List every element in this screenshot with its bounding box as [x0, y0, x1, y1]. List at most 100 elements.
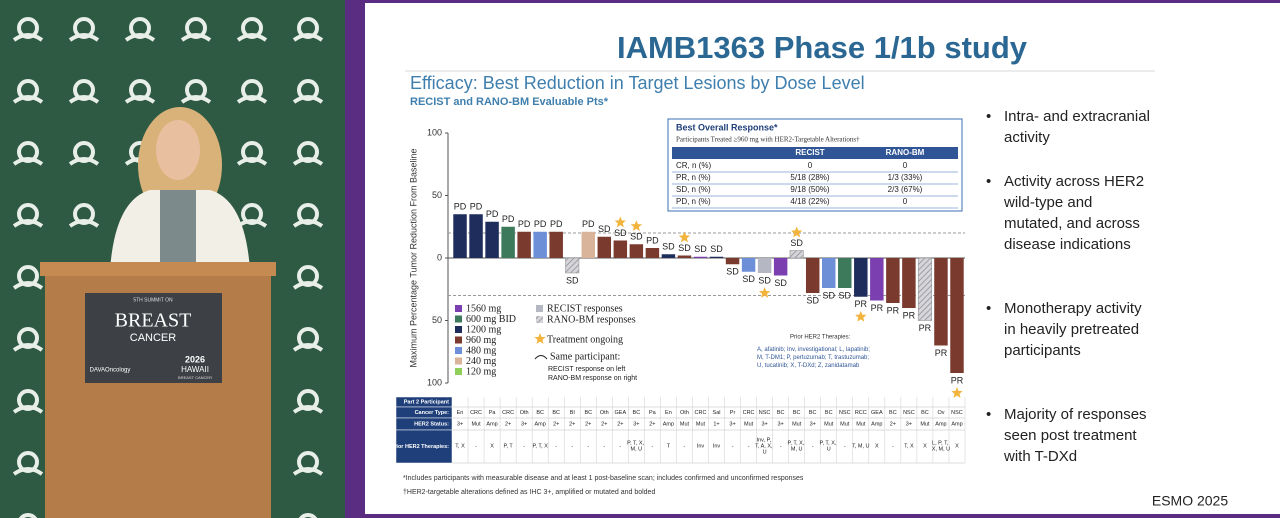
- table-cell: 3+: [778, 421, 784, 427]
- table-cell: 5/18 (28%): [790, 173, 829, 182]
- table-cell: PR, n (%): [676, 173, 711, 182]
- response-label: SD: [598, 224, 611, 234]
- bar: [870, 258, 884, 301]
- y-tick-label: 100: [427, 127, 442, 137]
- sign-tag: BREAST CANCER: [178, 375, 212, 380]
- table-cell: P, T: [503, 444, 513, 450]
- y-tick-label: 50: [432, 315, 442, 325]
- table-cell: -: [651, 444, 653, 450]
- bullet: Activity across HER2 wild-type and mutat…: [986, 171, 1154, 255]
- slide-title: IAMB1363 Phase 1/1b study: [617, 30, 1028, 65]
- y-axis-label: Maximum Percentage Tumor Reduction From …: [408, 148, 418, 367]
- response-label: PD: [534, 219, 547, 229]
- table-header: [672, 147, 958, 159]
- legend-label: 1560 mg: [466, 303, 501, 314]
- bar: [501, 226, 515, 258]
- legend-label: RANO-BM responses: [547, 314, 636, 325]
- footnote: †HER2-targetable alterations defined as …: [403, 489, 655, 496]
- table-cell: -: [812, 444, 814, 450]
- response-label: SD: [694, 244, 707, 254]
- table-cell: GEA: [871, 410, 883, 416]
- bar: [725, 258, 740, 265]
- table-col: RECIST: [795, 148, 824, 157]
- table-cell: BC: [552, 410, 560, 416]
- table-cell: 0: [808, 161, 813, 170]
- bracket-icon: [534, 355, 548, 360]
- response-label: SD: [614, 228, 627, 238]
- table-cell: T, X: [904, 444, 914, 450]
- table-cell: 2+: [585, 421, 591, 427]
- table-cell: Mut: [856, 421, 866, 427]
- table-cell: Pr: [730, 410, 736, 416]
- table-cell: 2+: [649, 421, 655, 427]
- sign-line: 5TH SUMMIT ON: [133, 297, 173, 303]
- bar: [757, 258, 772, 273]
- table-cell: CRC: [695, 410, 707, 416]
- table-cell: BC: [633, 410, 641, 416]
- frame-bottom: [365, 514, 1280, 518]
- table-cell: P, T, X: [532, 444, 548, 450]
- footer: ESMO 2025: [1152, 493, 1228, 509]
- frame: [345, 0, 365, 518]
- legend-label: RECIST responses: [547, 303, 623, 314]
- table-cell: Pa: [649, 410, 657, 416]
- response-label: PR: [903, 310, 916, 320]
- legend-star: [534, 333, 546, 344]
- response-label: PD: [518, 219, 531, 229]
- response-label: PD: [486, 209, 499, 219]
- y-tick-label: 0: [437, 252, 442, 262]
- ongoing-star: [678, 231, 691, 243]
- table-cell: 3+: [521, 421, 527, 427]
- table-cell: SD, n (%): [676, 185, 711, 194]
- response-label: SD: [758, 275, 771, 285]
- response-label: SD: [790, 238, 803, 248]
- response-label: SD: [566, 275, 579, 285]
- bar: [838, 258, 852, 288]
- table-cell: 3+: [810, 421, 816, 427]
- ongoing-star: [758, 287, 771, 298]
- table-cell: Oth: [680, 410, 689, 416]
- speaker-video: [0, 0, 345, 518]
- row-label: Part 2 Participant: [404, 399, 449, 405]
- table-cell: Inv: [697, 444, 705, 450]
- table-cell: -: [780, 444, 782, 450]
- table-cell: Ov: [937, 410, 944, 416]
- table-cell: 3+: [906, 421, 912, 427]
- table-cell: PD, n (%): [676, 197, 711, 206]
- table-cell: Amp: [951, 421, 962, 427]
- bar: [485, 221, 499, 258]
- table-cell: X: [955, 444, 959, 450]
- table-cell: CRC: [743, 410, 755, 416]
- bar: [886, 258, 900, 303]
- table-cell: -: [603, 444, 605, 450]
- table-cell: T, X: [455, 444, 465, 450]
- table-cell: P, T, X, U: [820, 441, 838, 453]
- sign-year: 2026: [185, 354, 205, 364]
- legend-label: 480 mg: [466, 345, 496, 356]
- table-cell: Sal: [713, 410, 721, 416]
- table-cell: CRC: [502, 410, 514, 416]
- response-label: PR: [919, 323, 932, 333]
- heading: Efficacy: Best Reduction in Target Lesio…: [410, 73, 865, 93]
- bar: [469, 214, 483, 258]
- note-text: A, afatinib; Inv, investigational; L, la…: [757, 347, 872, 369]
- bullet: Monotherapy activity in heavily pretreat…: [986, 298, 1154, 361]
- bar: [565, 257, 580, 274]
- sign-subtitle: CANCER: [130, 332, 177, 344]
- table-cell: 0: [903, 197, 908, 206]
- table-cell: Oth: [600, 410, 609, 416]
- legend-label: 1200 mg: [466, 324, 501, 335]
- table-cell: -: [619, 444, 621, 450]
- legend-swatch: [455, 315, 462, 323]
- response-label: SD: [710, 244, 723, 254]
- table-cell: CRC: [470, 410, 482, 416]
- legend-label: Same participant:: [550, 351, 620, 362]
- table-cell: RCC: [855, 410, 867, 416]
- bar: [950, 258, 964, 373]
- table-cell: T, M, U: [852, 444, 869, 450]
- table-cell: 2+: [601, 421, 607, 427]
- table-cell: X: [923, 444, 927, 450]
- row-label-cell: [395, 429, 453, 464]
